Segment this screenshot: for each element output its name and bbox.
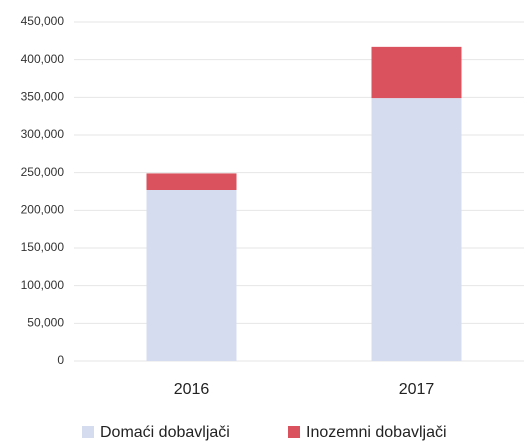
y-tick-label: 250,000: [21, 165, 65, 179]
y-tick-label: 450,000: [21, 14, 65, 28]
legend-swatch: [82, 426, 94, 438]
y-tick-label: 50,000: [27, 316, 64, 330]
bar-segment: [146, 173, 237, 190]
x-tick-label: 2016: [174, 381, 210, 398]
x-tick-label: 2017: [399, 381, 435, 398]
bar-segment: [146, 189, 237, 361]
y-tick-label: 350,000: [21, 90, 65, 104]
bar-segment: [371, 98, 462, 361]
legend-swatch: [288, 426, 300, 438]
y-tick-label: 0: [57, 353, 64, 367]
legend-label: Inozemni dobavljači: [306, 424, 447, 441]
bar-segment: [371, 46, 462, 99]
y-tick-label: 200,000: [21, 203, 65, 217]
y-tick-label: 150,000: [21, 240, 65, 254]
y-tick-label: 300,000: [21, 127, 65, 141]
y-tick-label: 400,000: [21, 52, 65, 66]
y-tick-label: 100,000: [21, 278, 65, 292]
legend-label: Domaći dobavljači: [100, 424, 230, 441]
